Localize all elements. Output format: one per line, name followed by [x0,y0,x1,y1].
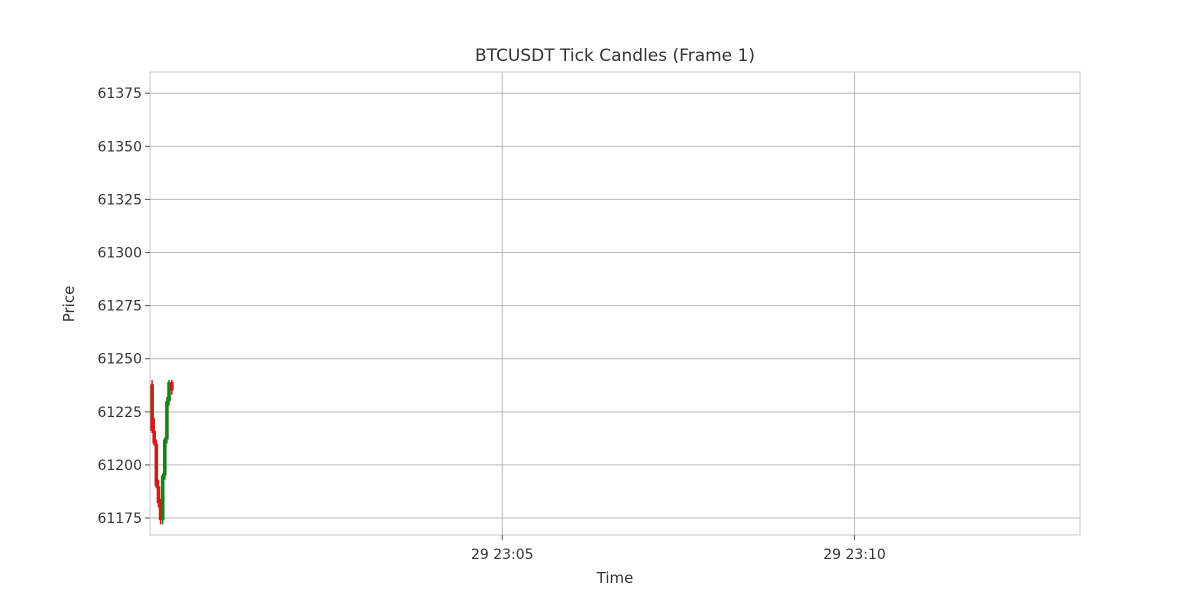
x-tick-label: 29 23:05 [471,547,534,563]
y-tick-label: 61225 [97,405,142,421]
y-tick-label: 61175 [97,511,142,527]
candle-up [162,437,167,480]
candle-body [156,486,161,504]
y-tick-label: 61275 [97,299,142,315]
candle-body [170,382,174,391]
candle-body [150,384,154,431]
x-axis-label: Time [596,569,634,587]
plot-area [149,71,1081,536]
candle-up [160,473,165,525]
y-axis-label: Price [60,286,78,323]
x-tick-label: 29 23:10 [823,547,886,563]
y-tick-label: 61325 [97,192,142,208]
y-tick-label: 61300 [97,246,142,262]
candle-down [154,439,159,489]
y-tick-label: 61200 [97,458,142,474]
y-axis-ticks: 61175 61200 61225 61250 61275 61300 61325 61350… [97,86,150,527]
candle-up [167,379,171,406]
candle-down [170,379,174,395]
candle-body [158,503,163,521]
candle-body [165,401,169,440]
candle-down [158,498,163,525]
candle-body [162,439,167,476]
chart-title: BTCUSDT Tick Candles (Frame 1) [475,46,755,66]
candle-up [165,396,169,444]
y-tick-label: 61250 [97,352,142,368]
candle-down [152,418,157,446]
y-tick-label: 61350 [97,139,142,155]
candle-down [150,379,154,434]
candles [150,379,174,525]
x-axis-ticks: 29 23:05 29 23:10 [471,535,886,563]
gridlines [150,72,1080,535]
candle-body [154,443,159,487]
y-tick-label: 61375 [97,86,142,102]
candle-body [167,382,171,402]
candle-body [160,475,165,521]
candle-body [152,430,157,444]
candle-down [156,479,161,508]
